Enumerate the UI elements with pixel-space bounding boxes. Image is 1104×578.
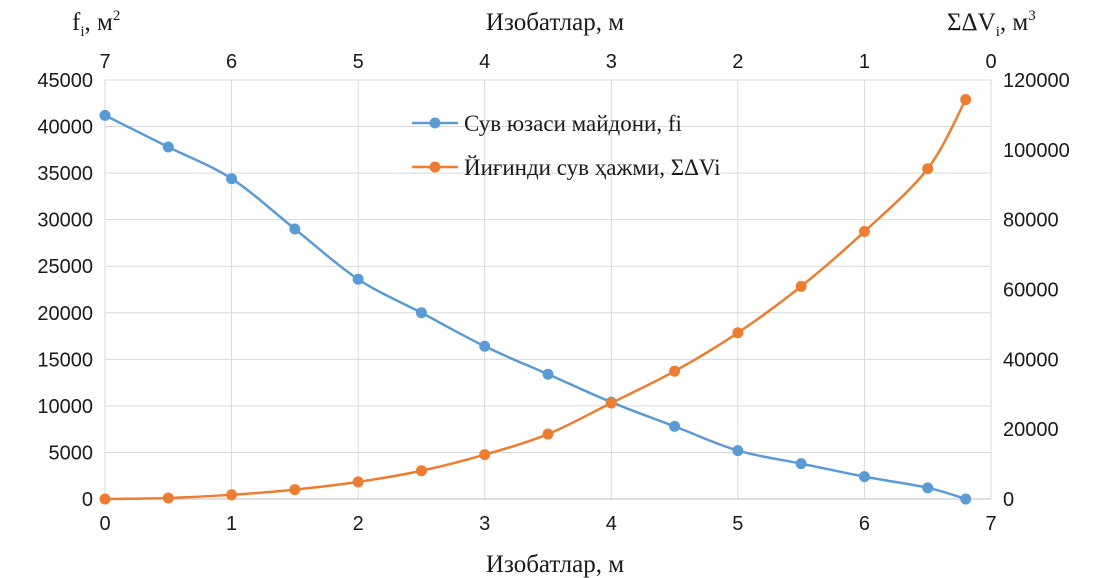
y-left-tick-label: 45000 [37, 70, 93, 92]
y-left-tick-label: 35000 [37, 163, 93, 185]
y-right-tick-label: 40000 [1003, 349, 1059, 371]
x-top-tick-label: 3 [606, 51, 617, 73]
y-left-title-sup: 2 [113, 8, 121, 24]
data-point-volume [669, 365, 681, 377]
x-bottom-title: Изобатлар, м [486, 551, 624, 578]
y-left-tick-label: 15000 [37, 349, 93, 371]
x-top-tick-label: 7 [99, 51, 110, 73]
x-bottom-tick-label: 4 [606, 513, 617, 535]
data-point-area [858, 471, 870, 483]
y-left-title-sub: i [80, 24, 84, 40]
y-right-title: ΣΔVi, м3 [947, 8, 1036, 40]
x-top-tick-label: 2 [732, 51, 743, 73]
series-points [99, 94, 972, 505]
x-bottom-tick-label: 0 [99, 513, 110, 535]
y-right-tick-label: 20000 [1003, 419, 1059, 441]
series-line-volume [104, 98, 967, 501]
data-point-volume [415, 465, 427, 477]
data-point-volume [289, 484, 301, 496]
data-point-area [542, 368, 554, 380]
y-left-tick-label: 20000 [37, 303, 93, 325]
data-point-area [922, 482, 934, 494]
x-top-tick-label: 1 [859, 51, 870, 73]
y-right-tick-label: 80000 [1003, 210, 1059, 232]
data-point-area [960, 493, 972, 505]
data-point-area [795, 458, 807, 470]
data-point-volume [226, 489, 238, 501]
y-right-title-main: ΣΔV [947, 9, 996, 36]
data-point-area [99, 109, 111, 121]
data-point-volume [605, 397, 617, 409]
x-bottom-tick-label: 7 [985, 513, 996, 535]
legend-label-area: Сув юзаси майдони, fi [464, 111, 682, 136]
data-point-volume [795, 280, 807, 292]
gridlines [105, 79, 991, 499]
data-point-volume [352, 476, 364, 488]
data-point-area [732, 445, 744, 457]
y-left-tick-label: 0 [82, 489, 93, 511]
y-left-title: fi, м2 [72, 8, 120, 40]
tick-labels: 0500010000150002000025000300003500040000… [37, 51, 1069, 535]
legend-label-volume: Йиғинди сув ҳажми, ΣΔVi [464, 155, 721, 180]
y-right-title-sup: 3 [1028, 8, 1036, 24]
x-top-tick-label: 6 [226, 51, 237, 73]
data-point-volume [922, 163, 934, 175]
y-left-title-main: f [72, 9, 81, 36]
legend-marker-volume [429, 161, 441, 173]
data-point-volume [479, 449, 491, 461]
data-point-volume [732, 327, 744, 339]
data-point-volume [99, 493, 111, 505]
y-left-tick-label: 40000 [37, 117, 93, 139]
x-top-tick-label: 4 [479, 51, 490, 73]
legend: Сув юзаси майдони, fi Йиғинди сув ҳажми,… [412, 111, 721, 180]
data-point-area [479, 340, 491, 352]
y-right-title-unit: , м [1000, 9, 1029, 36]
x-bottom-tick-label: 1 [226, 513, 237, 535]
y-right-tick-label: 0 [1003, 489, 1014, 511]
y-left-tick-label: 5000 [49, 442, 94, 464]
data-point-area [669, 420, 681, 432]
y-right-title-sub: i [996, 24, 1000, 40]
data-point-volume [542, 428, 554, 440]
x-bottom-tick-label: 5 [732, 513, 743, 535]
y-right-tick-label: 120000 [1003, 70, 1070, 92]
x-bottom-tick-label: 6 [859, 513, 870, 535]
y-right-tick-label: 100000 [1003, 140, 1070, 162]
data-point-area [289, 223, 301, 235]
x-top-title: Изобатлар, м [486, 9, 624, 36]
legend-marker-area [429, 117, 441, 129]
data-point-volume [960, 94, 972, 106]
x-bottom-tick-label: 2 [353, 513, 364, 535]
data-point-area [352, 273, 364, 285]
x-top-tick-label: 5 [353, 51, 364, 73]
axes [104, 80, 992, 500]
data-point-area [226, 173, 238, 185]
y-left-tick-label: 10000 [37, 396, 93, 418]
y-left-tick-label: 30000 [37, 210, 93, 232]
data-point-area [162, 141, 174, 153]
data-point-area [415, 307, 427, 319]
x-bottom-tick-label: 3 [479, 513, 490, 535]
data-point-volume [162, 492, 174, 504]
y-left-tick-label: 25000 [37, 256, 93, 278]
y-right-tick-label: 60000 [1003, 280, 1059, 302]
y-left-title-unit: , м [85, 9, 114, 36]
x-top-tick-label: 0 [985, 51, 996, 73]
data-point-volume [858, 226, 870, 238]
